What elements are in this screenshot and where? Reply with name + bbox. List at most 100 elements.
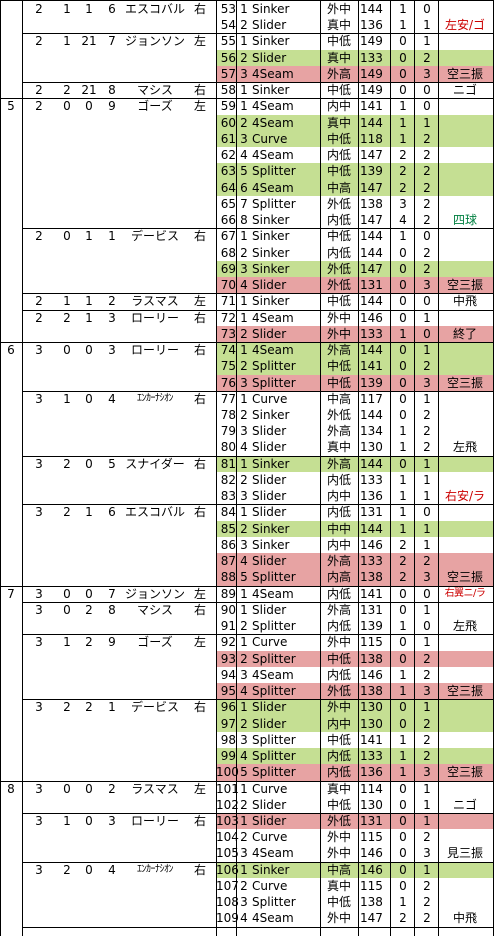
ball-count: 1 [399, 667, 407, 682]
pitch-type: Sinker [252, 862, 290, 877]
ball-count: 0 [399, 261, 407, 276]
ball-count: 1 [399, 732, 407, 747]
ball-count: 1 [399, 489, 407, 504]
batter-runners: 1 [63, 814, 71, 828]
pitch-speed: 115 [360, 635, 383, 650]
pitch-row-highlight [216, 764, 493, 781]
pitch-type: Splitter [252, 164, 296, 179]
pitch-type: Sinker [252, 456, 290, 471]
ball-count: 0 [399, 830, 407, 845]
pitch-count-in-at-bat: 4 [240, 554, 248, 569]
batting-order: 1 [108, 700, 116, 715]
batting-order: 8 [108, 83, 116, 98]
ball-count: 2 [399, 148, 407, 163]
strike-count: 1 [423, 521, 431, 536]
pitch-speed: 131 [360, 814, 383, 828]
pitch-number: 89 [220, 586, 236, 601]
pitch-number: 70 [220, 278, 236, 293]
pitch-location: 中高 [326, 180, 351, 195]
ball-count: 0 [399, 391, 407, 406]
ball-count: 0 [399, 343, 407, 358]
strike-count: 0 [423, 83, 431, 98]
pitch-type: Sinker [252, 245, 290, 260]
ball-count: 1 [399, 505, 407, 520]
pitch-number: 69 [220, 261, 236, 276]
pitch-count-in-at-bat: 1 [240, 343, 248, 358]
batter-name: ジョンソン [124, 34, 185, 49]
batting-order: 2 [108, 781, 116, 796]
batter-score: 0 [85, 586, 93, 601]
pitch-speed: 146 [360, 862, 383, 877]
pitch-speed: 144 [360, 408, 383, 422]
batter-score: 1 [85, 310, 93, 325]
pitch-type: Slider [252, 716, 287, 731]
inning-number: 7 [7, 586, 15, 601]
pitch-count-in-at-bat: 6 [240, 180, 248, 195]
batting-order: 6 [108, 505, 116, 520]
pitch-type: Slider [252, 424, 287, 439]
pitch-number: 85 [220, 521, 236, 536]
pitch-row-highlight [216, 163, 493, 180]
pitch-speed: 141 [360, 99, 383, 114]
batter-hand: 右 [193, 505, 206, 520]
at-bat-result: ニゴ [452, 797, 477, 812]
pitch-type: Slider [252, 472, 287, 487]
pitch-type: Slider [252, 602, 287, 617]
at-bat-result: 見三振 [446, 846, 483, 861]
ball-count: 1 [399, 521, 407, 536]
pitch-number: 102 [216, 797, 239, 812]
batter-runners: 1 [63, 2, 71, 16]
pitch-type: Curve [252, 781, 288, 796]
pitch-type: Slider [252, 489, 287, 504]
pitch-type: 4Seam [252, 66, 294, 81]
pitch-location: 中低 [326, 229, 351, 244]
batter-name: デービス [130, 229, 179, 244]
pitch-number: 68 [220, 245, 236, 260]
strike-count: 2 [423, 440, 431, 455]
pitch-location: 外高 [326, 456, 351, 471]
pitch-speed: 147 [360, 261, 383, 276]
pitch-count-in-at-bat: 2 [240, 326, 248, 341]
ball-count: 2 [399, 537, 407, 552]
batter-score: 2 [85, 635, 93, 650]
pitch-count-in-at-bat: 1 [240, 505, 248, 520]
pitch-count-in-at-bat: 3 [240, 667, 248, 682]
batter-name: ジョンソン [124, 586, 185, 601]
pitch-speed: 136 [360, 489, 383, 504]
batter-name: ゴーズ [137, 99, 173, 114]
pitch-location: 真中 [326, 781, 351, 796]
pitch-speed: 133 [360, 50, 383, 65]
grid-vertical-line [438, 0, 439, 936]
batter-runners: 0 [63, 602, 71, 617]
pitch-number: 91 [220, 619, 236, 634]
pitch-count-in-at-bat: 1 [240, 586, 248, 601]
batter-score: 1 [85, 294, 93, 309]
strike-count: 1 [423, 797, 431, 812]
pitch-speed: 139 [360, 375, 383, 390]
pitch-row-highlight [216, 813, 493, 830]
pitch-type: 4Seam [252, 667, 294, 682]
pitch-speed: 138 [360, 196, 383, 211]
at-bat-result: 空三振 [446, 684, 483, 699]
strike-count: 2 [423, 261, 431, 276]
pitch-count-in-at-bat: 4 [240, 684, 248, 699]
strike-count: 0 [423, 229, 431, 244]
ball-count: 0 [399, 781, 407, 796]
pitch-count-in-at-bat: 2 [240, 651, 248, 666]
pitch-type: Slider [252, 700, 287, 715]
ball-count: 0 [399, 66, 407, 81]
batter-score: 1 [85, 2, 93, 16]
batter-hand: 左 [193, 781, 206, 796]
pitch-number: 109 [216, 911, 239, 926]
batter-runners: 1 [63, 635, 71, 650]
strike-count: 3 [423, 278, 431, 293]
batter-hand: 右 [193, 456, 206, 471]
ball-count: 1 [399, 131, 407, 146]
pitch-speed: 134 [360, 424, 383, 439]
pitch-speed: 147 [360, 180, 383, 195]
ball-count: 0 [399, 294, 407, 309]
strike-count: 0 [423, 619, 431, 634]
ball-count: 1 [399, 229, 407, 244]
pitch-count-in-at-bat: 1 [240, 700, 248, 715]
ball-count: 0 [399, 83, 407, 98]
